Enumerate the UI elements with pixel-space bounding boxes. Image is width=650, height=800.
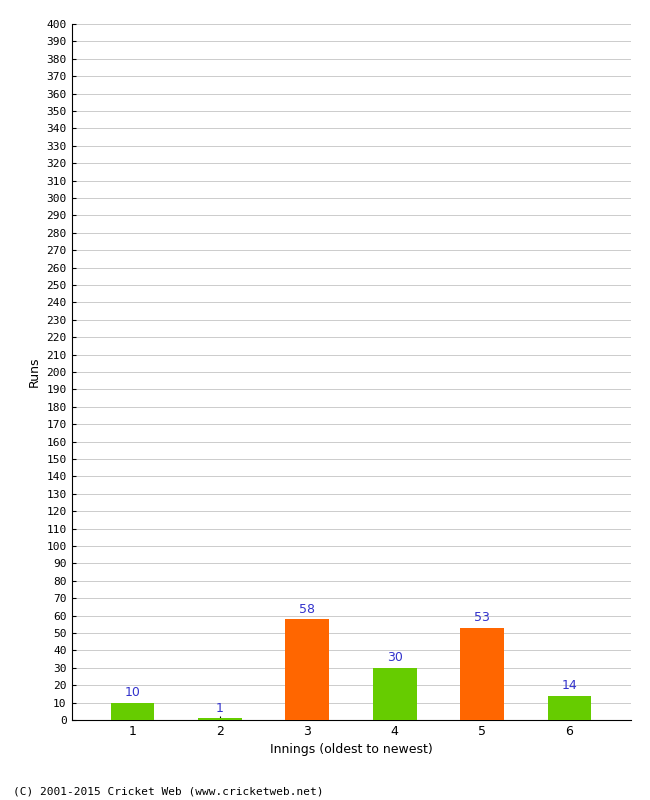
Text: (C) 2001-2015 Cricket Web (www.cricketweb.net): (C) 2001-2015 Cricket Web (www.cricketwe…: [13, 786, 324, 796]
Bar: [285, 619, 329, 720]
Text: 58: 58: [300, 602, 315, 616]
X-axis label: Innings (oldest to newest): Innings (oldest to newest): [270, 743, 432, 757]
Bar: [460, 628, 504, 720]
Y-axis label: Runs: Runs: [28, 357, 41, 387]
Text: 14: 14: [562, 679, 577, 692]
Text: 1: 1: [216, 702, 224, 714]
Text: 53: 53: [474, 611, 490, 624]
Text: 30: 30: [387, 651, 402, 664]
Bar: [373, 668, 417, 720]
Bar: [547, 696, 592, 720]
Text: 10: 10: [125, 686, 140, 699]
Bar: [111, 702, 155, 720]
Bar: [198, 718, 242, 720]
